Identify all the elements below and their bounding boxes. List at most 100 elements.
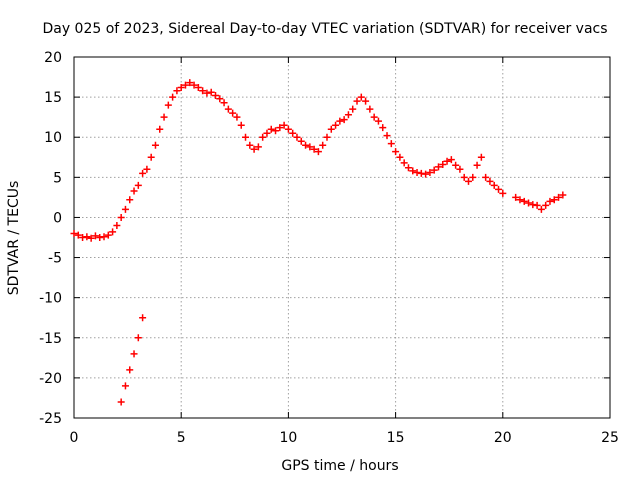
data-point [186,79,194,87]
data-point [246,141,254,149]
data-point [169,93,177,101]
data-point [486,177,494,185]
data-point [147,153,155,161]
data-point [173,87,181,95]
data-point [340,116,348,124]
y-tick-label: 0 [53,210,62,226]
data-point [224,105,232,113]
data-point [134,181,142,189]
data-point [139,314,147,322]
data-point [130,350,138,358]
data-point [117,213,125,221]
data-point [130,187,138,195]
data-point [349,105,357,113]
data-point [366,105,374,113]
data-point [164,101,172,109]
x-tick-label: 25 [601,430,619,446]
data-point [413,169,421,177]
data-point [456,165,464,173]
data-point [156,125,164,133]
data-point [289,129,297,137]
data-point [357,93,365,101]
x-tick-label: 10 [279,430,297,446]
y-tick-label: -15 [39,331,62,347]
data-point [546,197,554,205]
data-point [482,173,490,181]
data-point [96,234,104,241]
data-point [194,83,202,91]
data-point [117,398,125,406]
data-point [525,199,533,207]
data-point [310,145,318,153]
data-point [374,117,382,125]
data-point [537,205,545,213]
data-point [216,95,224,103]
data-point [207,88,215,96]
data-point [404,164,412,172]
data-point [139,169,147,177]
x-tick-label: 0 [70,430,79,446]
y-tick-label: -25 [39,411,62,427]
data-point [220,99,228,107]
data-point [430,166,438,174]
y-tick-label: -5 [48,251,62,267]
data-point [199,87,207,95]
data-point [387,140,395,148]
data-point [177,83,185,91]
y-tick-label: 5 [53,170,62,186]
data-point [70,229,78,237]
data-point [276,124,284,132]
data-point [280,121,288,129]
data-point [284,125,292,133]
data-point [229,109,237,117]
data-point [134,334,142,342]
data-point [323,133,331,141]
data-point [190,81,198,89]
data-point [319,141,327,149]
data-point [443,157,451,165]
data-point [242,133,250,141]
data-point [396,153,404,161]
x-tick-label: 20 [494,430,512,446]
data-point [495,185,503,193]
data-point [306,143,314,151]
chart-title: Day 025 of 2023, Sidereal Day-to-day VTE… [42,21,607,37]
data-point [126,196,134,204]
data-point [533,201,541,209]
data-point [499,189,507,197]
data-point [417,169,425,177]
data-point [263,129,271,137]
data-point [464,177,472,185]
data-point [83,233,91,241]
data-point [392,148,400,156]
data-point [259,133,267,141]
data-point [237,121,245,129]
y-axis: -25 -20 -15 -10 -5 0 5 10 15 20 [39,50,610,427]
data-point [370,113,378,121]
data-point [409,167,417,175]
grid [74,57,610,418]
data-point [293,133,301,141]
data-point [559,191,567,199]
data-point [512,193,520,201]
data-point [233,113,241,121]
x-tick-label: 5 [177,430,186,446]
data-point [91,232,99,240]
data-point [383,132,391,140]
data-point [336,117,344,125]
data-point [203,89,211,97]
data-point [160,113,168,121]
data-point [151,141,159,149]
x-axis-title: GPS time / hours [281,458,398,474]
data-point [126,366,134,374]
data-point [400,159,408,167]
data-point [327,125,335,133]
data-point [520,197,528,205]
data-point [426,169,434,177]
data-point [250,145,258,153]
y-tick-label: -20 [39,371,62,387]
data-point [477,153,485,161]
data-point [490,181,498,189]
data-point [314,148,322,156]
